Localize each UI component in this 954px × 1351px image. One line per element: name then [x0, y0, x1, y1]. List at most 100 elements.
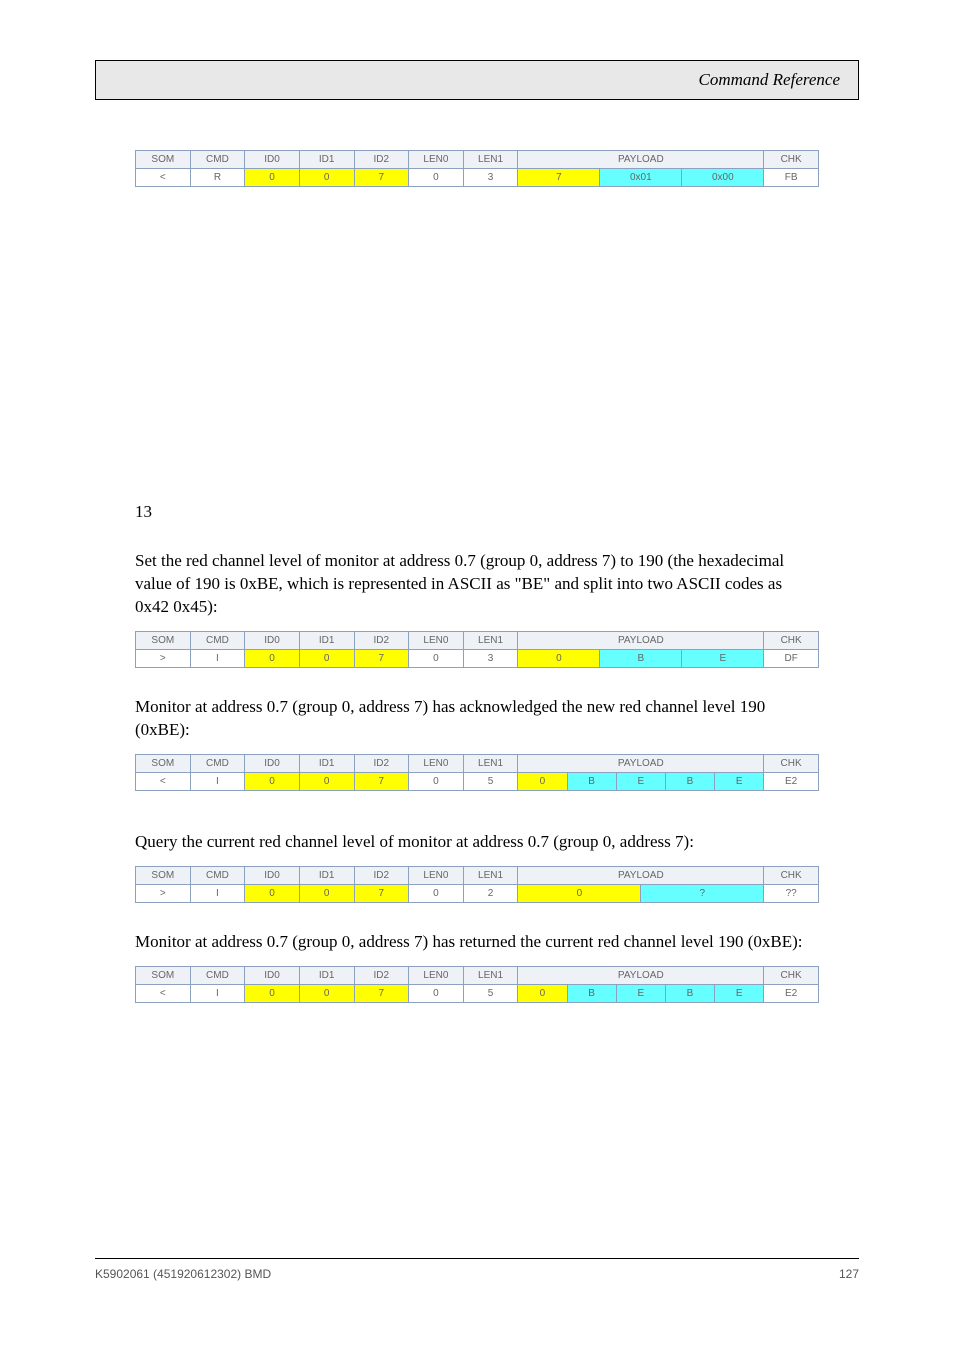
footer-left: K5902061 (451920612302) BMD	[95, 1267, 271, 1281]
cell: 0	[245, 772, 300, 790]
cell: 7	[354, 649, 409, 667]
cell: 0	[245, 649, 300, 667]
col-header: CHK	[764, 151, 819, 169]
col-header: LEN1	[463, 866, 518, 884]
cell: 0x01	[600, 169, 682, 187]
cell: <	[136, 169, 191, 187]
col-header: ID0	[245, 866, 300, 884]
protocol-table-2: SOMCMDID0ID1ID2LEN0LEN1PAYLOADCHK>I00703…	[135, 631, 819, 668]
cell: >	[136, 884, 191, 902]
cell: 5	[463, 984, 518, 1002]
cell: B	[567, 984, 616, 1002]
col-header: ID2	[354, 866, 409, 884]
col-header: PAYLOAD	[518, 866, 764, 884]
cell: <	[136, 984, 191, 1002]
col-header: CHK	[764, 966, 819, 984]
cell: 0	[299, 169, 354, 187]
col-header: ID0	[245, 151, 300, 169]
cell: 0	[245, 884, 300, 902]
cell: <	[136, 772, 191, 790]
col-header: ID1	[299, 966, 354, 984]
cell: >	[136, 649, 191, 667]
content-area: SOMCMDID0ID1ID2LEN0LEN1PAYLOADCHK<R00703…	[95, 100, 859, 1003]
page-footer: K5902061 (451920612302) BMD 127	[95, 1258, 859, 1281]
cell: E2	[764, 984, 819, 1002]
col-header: LEN1	[463, 631, 518, 649]
col-header: CMD	[190, 631, 245, 649]
cell: I	[190, 984, 245, 1002]
cell: 0	[299, 649, 354, 667]
cell: 0	[518, 984, 567, 1002]
cell: 0	[245, 984, 300, 1002]
col-header: SOM	[136, 866, 191, 884]
cell: 0	[409, 649, 464, 667]
page-header: Command Reference	[95, 60, 859, 100]
cell: R	[190, 169, 245, 187]
cell: 0	[299, 772, 354, 790]
protocol-table-5: SOMCMDID0ID1ID2LEN0LEN1PAYLOADCHK<I00705…	[135, 966, 819, 1003]
cell: 0	[245, 169, 300, 187]
col-header: ID0	[245, 966, 300, 984]
cell: 7	[354, 884, 409, 902]
cell: E	[715, 772, 764, 790]
cell: B	[567, 772, 616, 790]
cell: E	[682, 649, 764, 667]
col-header: PAYLOAD	[518, 966, 764, 984]
col-header: PAYLOAD	[518, 151, 764, 169]
cell: 0	[409, 772, 464, 790]
cell: E	[616, 984, 665, 1002]
cell: 7	[354, 169, 409, 187]
cell: B	[665, 984, 714, 1002]
cell: E	[715, 984, 764, 1002]
col-header: CMD	[190, 151, 245, 169]
col-header: PAYLOAD	[518, 754, 764, 772]
col-header: ID0	[245, 754, 300, 772]
col-header: SOM	[136, 151, 191, 169]
col-header: CHK	[764, 866, 819, 884]
col-header: PAYLOAD	[518, 631, 764, 649]
col-header: ID2	[354, 631, 409, 649]
paragraph-1: Set the red channel level of monitor at …	[135, 550, 819, 619]
cell: 2	[463, 884, 518, 902]
paragraph-3: Query the current red channel level of m…	[135, 831, 819, 854]
protocol-table-1: SOMCMDID0ID1ID2LEN0LEN1PAYLOADCHK<R00703…	[135, 150, 819, 187]
cell: 7	[518, 169, 600, 187]
paragraph-2: Monitor at address 0.7 (group 0, address…	[135, 696, 819, 742]
col-header: LEN0	[409, 754, 464, 772]
col-header: CMD	[190, 754, 245, 772]
col-header: LEN0	[409, 866, 464, 884]
cell: 0	[299, 884, 354, 902]
col-header: LEN0	[409, 631, 464, 649]
col-header: ID0	[245, 631, 300, 649]
cell: 3	[463, 649, 518, 667]
col-header: ID1	[299, 866, 354, 884]
cell: 0	[518, 884, 641, 902]
col-header: ID2	[354, 966, 409, 984]
col-header: ID2	[354, 754, 409, 772]
cell: FB	[764, 169, 819, 187]
col-header: ID1	[299, 631, 354, 649]
footer-right: 127	[839, 1267, 859, 1281]
protocol-table-4: SOMCMDID0ID1ID2LEN0LEN1PAYLOADCHK>I00702…	[135, 866, 819, 903]
col-header: LEN0	[409, 966, 464, 984]
col-header: SOM	[136, 966, 191, 984]
cell: B	[600, 649, 682, 667]
cell: I	[190, 772, 245, 790]
cell: I	[190, 884, 245, 902]
section-number: 13	[135, 502, 819, 522]
col-header: CMD	[190, 966, 245, 984]
cell: 0	[409, 884, 464, 902]
col-header: LEN1	[463, 151, 518, 169]
col-header: SOM	[136, 754, 191, 772]
cell: 0	[409, 984, 464, 1002]
col-header: LEN1	[463, 754, 518, 772]
cell: E	[616, 772, 665, 790]
cell: 7	[354, 984, 409, 1002]
cell: ?	[641, 884, 764, 902]
cell: DF	[764, 649, 819, 667]
col-header: LEN0	[409, 151, 464, 169]
col-header: LEN1	[463, 966, 518, 984]
cell: I	[190, 649, 245, 667]
cell: 0x00	[682, 169, 764, 187]
col-header: CHK	[764, 754, 819, 772]
